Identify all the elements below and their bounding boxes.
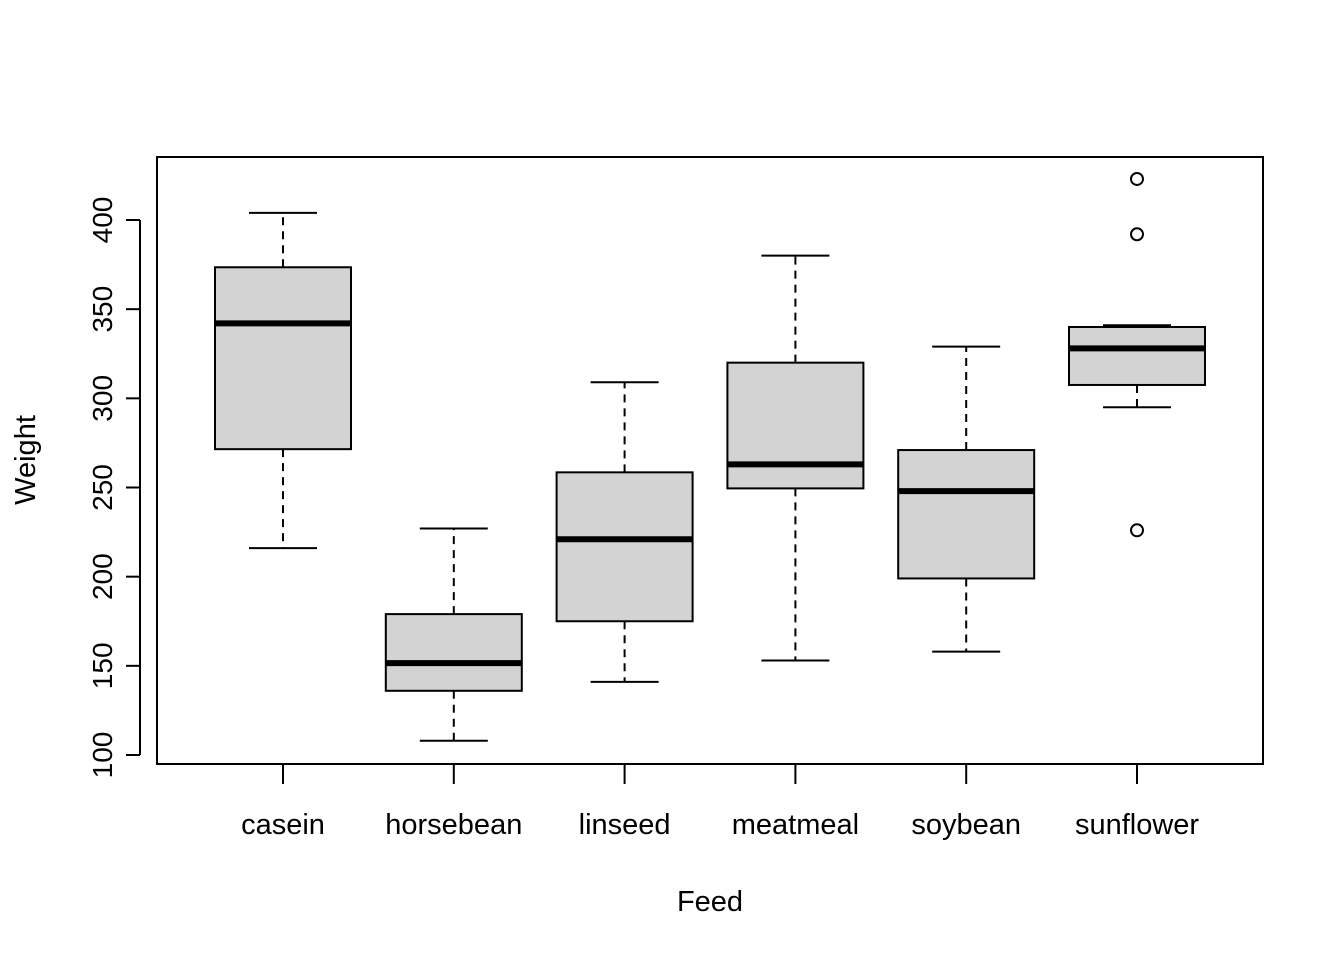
box-sunflower (1068, 326, 1206, 386)
plot-frame (156, 156, 1264, 765)
y-tick-label: 250 (87, 464, 118, 511)
x-tick-label-meatmeal: meatmeal (732, 809, 859, 841)
outlier-point-sunflower (1130, 523, 1144, 538)
outlier-point-sunflower (1130, 171, 1144, 186)
y-tick-label: 350 (87, 286, 118, 333)
y-tick-label: 300 (87, 375, 118, 422)
y-tick-label: 150 (87, 642, 118, 689)
box-casein (214, 266, 352, 451)
outlier-point-sunflower (1130, 227, 1144, 242)
box-linseed (555, 471, 694, 623)
x-axis-label: Feed (677, 886, 743, 918)
x-tick-label-linseed: linseed (579, 809, 671, 841)
y-axis-label: Weight (10, 415, 42, 505)
y-tick-label: 400 (87, 197, 118, 244)
x-tick-label-sunflower: sunflower (1075, 809, 1199, 841)
y-tick-label: 100 (87, 732, 118, 779)
y-tick-label: 200 (87, 553, 118, 600)
box-soybean (897, 449, 1036, 580)
x-tick-label-casein: casein (241, 809, 325, 841)
box-horsebean (384, 613, 523, 692)
box-meatmeal (726, 361, 865, 490)
x-tick-label-soybean: soybean (911, 809, 1021, 841)
x-tick-label-horsebean: horsebean (385, 809, 522, 841)
